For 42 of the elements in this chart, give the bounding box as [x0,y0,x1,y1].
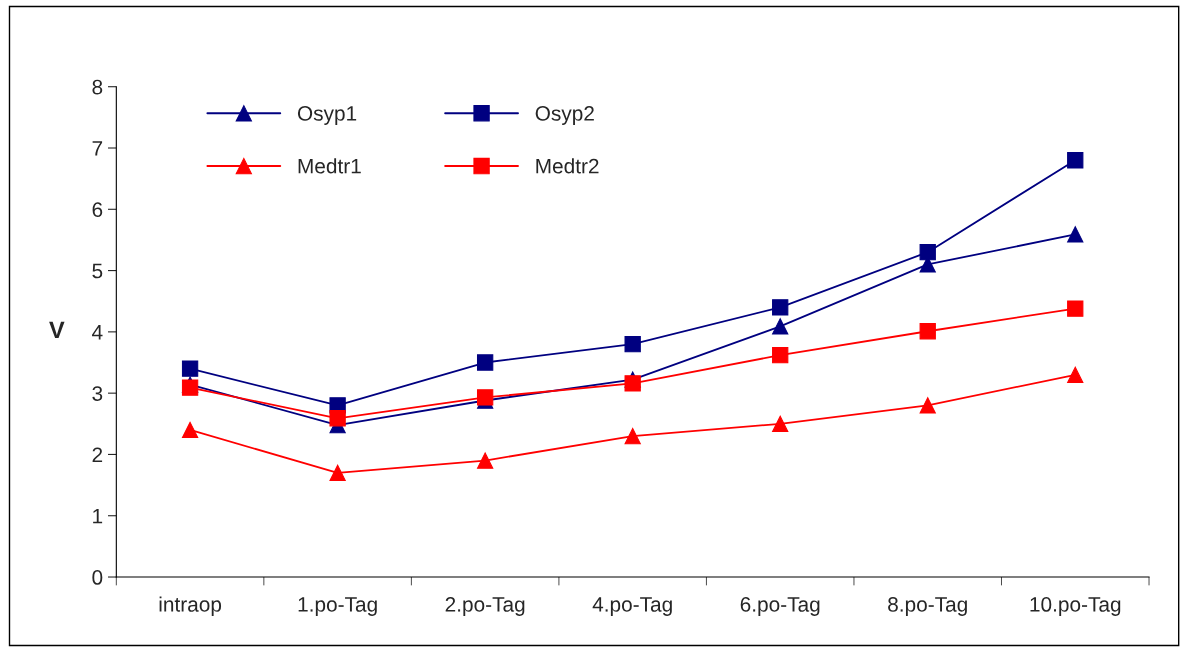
x-tick-label: 2.po-Tag [445,597,525,616]
point [772,299,789,316]
x-tick-label: 4.po-Tag [592,597,672,616]
point [1067,366,1084,383]
point [476,354,494,371]
point [1067,226,1084,243]
y-tick-label: 2 [92,447,103,462]
point [181,421,199,439]
legend-label: Osyp2 [535,106,594,125]
y-tick-label: 1 [93,508,103,524]
y-tick-label: 7 [92,141,103,156]
x-tick-label: 8.po-Tag [888,597,967,616]
point [772,318,789,335]
point [624,427,641,445]
y-tick-label: 5 [92,263,103,279]
point [1067,152,1084,169]
legend-label: Osyp1 [297,106,357,125]
point [329,410,346,427]
legend-label: Medtr1 [298,158,361,174]
y-tick-label: 4 [92,325,103,340]
point [772,415,789,432]
point [624,375,641,392]
y-tick-label: 0 [92,570,103,585]
point [919,323,936,340]
y-tick-label: 6 [92,202,103,218]
x-tick-label: 1.po-Tag [298,597,377,616]
point [772,347,789,364]
x-tick-label: intraop [159,596,222,616]
y-tick-label: 3 [92,386,103,401]
x-tick-label: 10.po-Tag [1030,597,1121,616]
y-axis-title: V [49,321,65,338]
point [181,379,199,396]
legend-label: Medtr2 [536,158,599,174]
y-tick-label: 8 [92,79,103,95]
point [1067,300,1084,317]
point [624,335,641,353]
point [329,464,346,481]
x-tick-label: 6.po-Tag [740,597,820,616]
point [476,452,494,469]
point [919,397,936,414]
point [919,244,936,261]
point [181,360,199,377]
